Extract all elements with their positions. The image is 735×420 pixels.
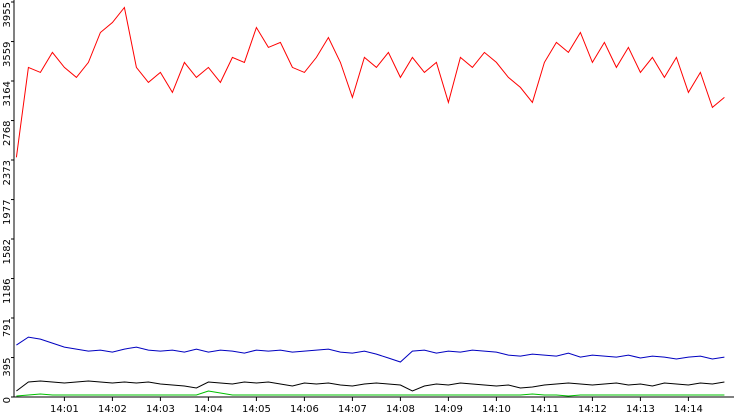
x-tick-label: 14:03 (146, 404, 175, 415)
y-tick-label: 1582 (2, 239, 13, 264)
y-tick-label: 2373 (2, 160, 13, 185)
y-tick-label: 2768 (2, 121, 13, 146)
x-tick-label: 14:05 (242, 404, 271, 415)
y-tick-label: 1186 (2, 279, 13, 304)
series-line (16, 336, 725, 363)
x-tick-label: 14:01 (50, 404, 79, 415)
series-line (16, 380, 725, 392)
series-line (15, 6, 725, 158)
y-tick-label: 395 (2, 358, 13, 377)
x-tick-label: 14:08 (386, 404, 415, 415)
x-tick-label: 14:11 (530, 404, 559, 415)
x-tick-label: 14:09 (434, 404, 463, 415)
x-tick-label: 14:10 (482, 404, 511, 415)
x-tick-label: 14:14 (674, 404, 703, 415)
y-tick-label: 0 (2, 397, 13, 403)
y-tick-label: 3164 (2, 81, 13, 106)
x-tick-label: 14:07 (338, 404, 367, 415)
x-tick-label: 14:06 (290, 404, 319, 415)
y-tick-label: 3955 (2, 2, 13, 27)
y-tick-label: 791 (2, 318, 13, 337)
x-tick-label: 14:04 (194, 404, 223, 415)
series-line (16, 390, 725, 397)
x-tick-label: 14:02 (98, 404, 127, 415)
x-tick-label: 14:12 (578, 404, 607, 415)
x-tick-label: 14:13 (626, 404, 655, 415)
y-tick-label: 1977 (2, 200, 13, 225)
y-tick-label: 3559 (2, 42, 13, 67)
